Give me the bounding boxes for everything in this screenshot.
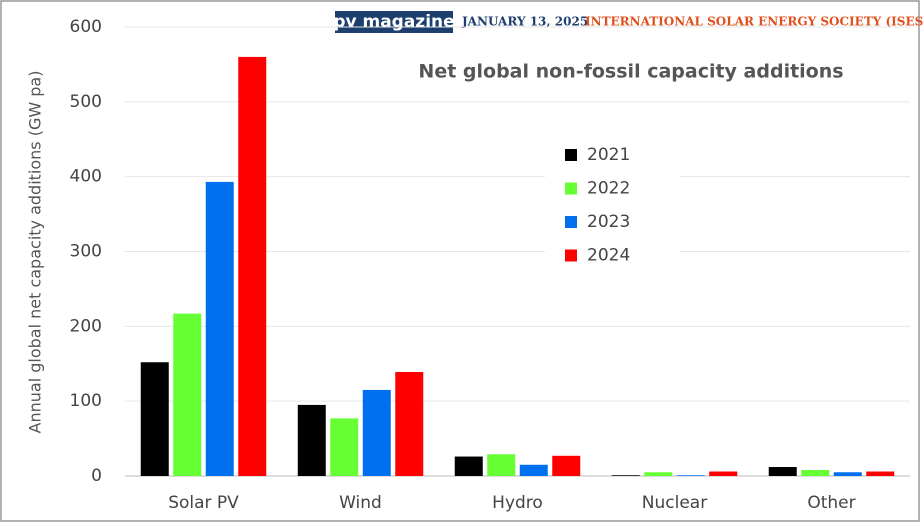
y-tick-label: 200 [70, 316, 102, 336]
legend-swatch [565, 249, 577, 262]
y-tick-label: 100 [70, 391, 102, 411]
logo: pv magazine [333, 12, 454, 32]
legend-label: 2021 [587, 145, 630, 165]
x-tick-label: Wind [339, 493, 382, 513]
x-tick-label: Hydro [492, 493, 543, 513]
bar [768, 467, 797, 476]
bar [140, 362, 169, 476]
x-tick-label: Nuclear [642, 493, 707, 513]
legend-swatch [565, 216, 577, 228]
legend-swatch [565, 182, 577, 195]
bar [330, 418, 359, 476]
x-tick-label: Solar PV [168, 493, 239, 513]
bar [519, 464, 548, 476]
bar [644, 472, 673, 476]
x-tick-label: Other [807, 493, 855, 513]
bar [362, 389, 391, 476]
bar [833, 472, 862, 476]
bar [709, 471, 738, 476]
date: JANUARY 13, 2025 [461, 15, 588, 29]
bar [238, 56, 267, 476]
y-tick-label: 500 [70, 92, 102, 112]
y-tick-label: 300 [70, 242, 102, 262]
y-tick-label: 0 [91, 466, 102, 486]
bar [205, 181, 234, 476]
bar [454, 456, 483, 476]
y-tick-label: 400 [70, 167, 102, 187]
y-axis-label: Annual global net capacity additions (GW… [26, 71, 45, 434]
bar [487, 454, 516, 476]
y-tick-label: 600 [70, 17, 102, 37]
bar [173, 313, 202, 476]
legend-label: 2024 [587, 246, 630, 266]
bar [801, 470, 830, 476]
bar [552, 455, 581, 476]
bar [676, 475, 705, 476]
bar [395, 371, 424, 476]
legend-label: 2022 [587, 179, 630, 199]
bar [866, 471, 895, 476]
org: INTERNATIONAL SOLAR ENERGY SOCIETY (ISES… [585, 15, 923, 29]
bar [611, 475, 640, 476]
legend-swatch [565, 149, 577, 161]
legend-label: 2023 [587, 212, 630, 232]
bar [297, 404, 326, 476]
chart-title: Net global non-fossil capacity additions [418, 61, 843, 83]
